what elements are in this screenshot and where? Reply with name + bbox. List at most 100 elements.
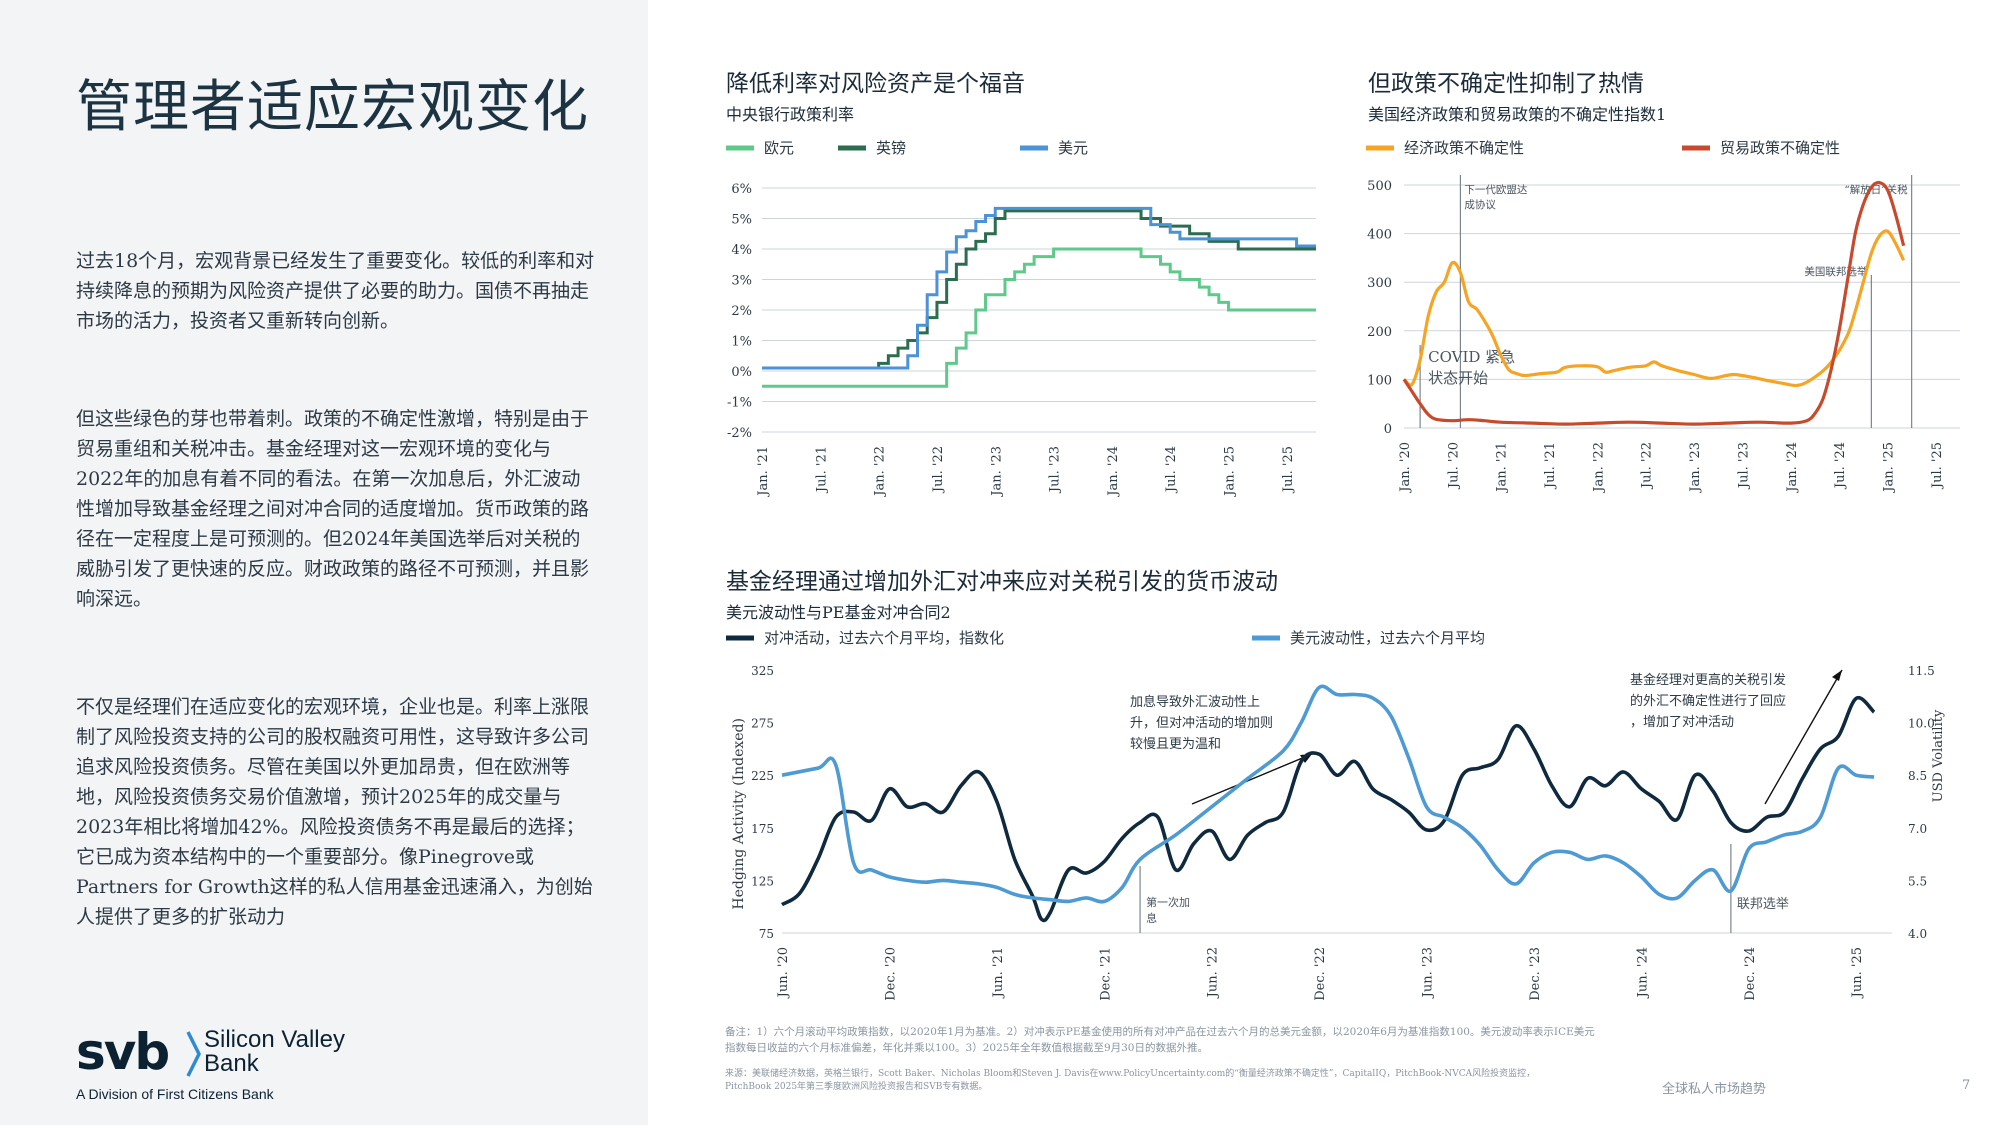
x-tick-7: Jul. '24 xyxy=(1164,446,1179,494)
annotation-text-1b: 的外汇不确定性进行了回应 xyxy=(1630,693,1786,709)
x-tick-10: Jan. '25 xyxy=(1881,442,1896,494)
chart2-uncertainty: 经济政策不确定性 贸易政策不确定性 500 400 300 200 100 0 Jan. '20… xyxy=(1366,139,1960,494)
y-tick-5: 0 xyxy=(1384,422,1392,437)
annotation-text-0a: 加息导致外汇波动性上 xyxy=(1130,694,1260,710)
legend-label-2: 美元 xyxy=(1058,139,1088,157)
series-line-0 xyxy=(781,696,1876,923)
logo-name-line2: Bank xyxy=(204,1050,259,1077)
x-tick-6: Jun. '23 xyxy=(1421,947,1436,999)
y-right-label: USD Volatility xyxy=(1931,709,1946,802)
x-tick-3: Jul. '22 xyxy=(931,446,946,494)
footnote-notes: 备注：1）六个月滚动平均政策指数，以2020年1月为基准。2）对冲表示PE基金使… xyxy=(725,1026,1595,1054)
annotation-text-1a: 基金经理对更高的关税引发 xyxy=(1630,672,1786,688)
x-tick-1: Dec. '20 xyxy=(883,947,898,1001)
page-title: 管理者适应宏观变化 xyxy=(76,75,589,140)
legend-label-0: 经济政策不确定性 xyxy=(1404,139,1524,157)
chart1-subtitle: 中央银行政策利率 xyxy=(726,105,855,124)
paragraph-2: 但这些绿色的芽也带着刺。政策的不确定性激增，特别是由于贸易重组和关税冲击。基金经… xyxy=(76,408,590,610)
left-panel xyxy=(0,0,648,1125)
chart1-title: 降低利率对风险资产是个福音 xyxy=(726,71,1025,97)
footnote-sources: 来源：美联储经济数据，英格兰银行，Scott Baker、Nicholas Bl… xyxy=(725,1069,1536,1092)
y-tick-1: 400 xyxy=(1367,228,1392,243)
y-left-tick-3: 175 xyxy=(751,822,774,836)
x-tick-0: Jun. '20 xyxy=(776,947,791,999)
y-tick-2: 4% xyxy=(731,243,752,258)
annotation-text-1: “解放日”关税 xyxy=(1844,183,1908,196)
legend-label-0: 欧元 xyxy=(764,139,794,157)
x-tick-1: Jul. '20 xyxy=(1446,442,1461,490)
annotation-text-0b: 升，但对冲活动的增加则 xyxy=(1130,715,1273,731)
legend-label-1: 贸易政策不确定性 xyxy=(1720,139,1840,157)
y-left-tick-5: 75 xyxy=(759,927,774,941)
logo-mark: svb xyxy=(76,1023,170,1081)
y-tick-6: 0% xyxy=(731,365,752,380)
legend-label-1: 英镑 xyxy=(876,139,906,157)
legend-label-1: 美元波动性，过去六个月平均 xyxy=(1290,629,1485,647)
x-tick-0: Jan. '20 xyxy=(1398,442,1413,494)
chart2-subtitle: 美国经济政策和贸易政策的不确定性指数1 xyxy=(1368,105,1667,124)
page-number: 7 xyxy=(1962,1078,1971,1093)
annotation-text-2a: 第一次加 xyxy=(1146,895,1190,909)
chart3-subtitle: 美元波动性与PE基金对冲合同2 xyxy=(726,603,951,622)
x-tick-2: Jan. '22 xyxy=(873,446,888,498)
y-left-tick-1: 275 xyxy=(751,717,774,731)
annotation-text-2b: 息 xyxy=(1146,911,1157,925)
x-tick-9: Jul. '25 xyxy=(1281,446,1296,494)
y-tick-1: 5% xyxy=(731,213,752,228)
chart1-policy-rates: 欧元 英镑 美元 6% 5% 4% 3% 2% 1% 0% -1% -2% Jan. '21 Jul. '… xyxy=(726,139,1316,498)
x-tick-10: Jun. '25 xyxy=(1850,947,1865,999)
x-tick-4: Jan. '23 xyxy=(989,446,1004,498)
paragraph-3: 不仅是经理们在适应变化的宏观环境，企业也是。利率上涨限制了风险投资支持的公司的股… xyxy=(76,696,593,928)
x-tick-3: Jul. '21 xyxy=(1543,442,1558,490)
y-right-tick-1: 10.0 xyxy=(1908,717,1935,731)
annotation-arrowhead-1 xyxy=(1832,670,1842,681)
logo-name-line1: Silicon Valley xyxy=(204,1026,345,1053)
series-line-1 xyxy=(1402,180,1906,426)
y-tick-4: 100 xyxy=(1367,373,1392,388)
x-tick-5: Jul. '22 xyxy=(1640,442,1655,490)
y-tick-0: 6% xyxy=(731,182,752,197)
y-right-tick-0: 11.5 xyxy=(1908,664,1935,678)
y-left-tick-4: 125 xyxy=(751,874,774,888)
y-tick-0: 500 xyxy=(1367,179,1392,194)
y-tick-3: 200 xyxy=(1367,325,1392,340)
chart3-hedging-volatility: 对冲活动，过去六个月平均，指数化 美元波动性，过去六个月平均 325 275 225 17… xyxy=(726,629,1946,1001)
y-tick-7: -1% xyxy=(727,396,752,411)
annotation-text-1c: ，增加了对冲活动 xyxy=(1630,715,1734,730)
series-line-1 xyxy=(762,209,1316,370)
annotation-text-2: 美国联邦选举 xyxy=(1804,265,1867,278)
x-tick-8: Jun. '24 xyxy=(1635,947,1650,999)
annotation-text-3b: 状态开始 xyxy=(1428,369,1488,387)
y-right-tick-4: 5.5 xyxy=(1908,874,1927,888)
y-tick-5: 1% xyxy=(731,335,752,350)
logo-subtitle: A Division of First Citizens Bank xyxy=(76,1086,274,1102)
annotation-text-0a: 下一代欧盟达 xyxy=(1464,184,1527,196)
x-tick-5: Dec. '22 xyxy=(1313,947,1328,1001)
annotation-text-3: 联邦选举 xyxy=(1737,897,1789,912)
y-tick-8: -2% xyxy=(727,426,752,441)
x-tick-1: Jul. '21 xyxy=(814,446,829,494)
x-tick-2: Jun. '21 xyxy=(991,947,1006,999)
y-tick-4: 2% xyxy=(731,304,752,319)
paragraph-1: 过去18个月，宏观背景已经发生了重要变化。较低的利率和对持续降息的预期为风险资产… xyxy=(76,250,595,332)
y-tick-3: 3% xyxy=(731,274,752,289)
series-line-0 xyxy=(1402,229,1906,388)
series-line-2 xyxy=(762,206,1316,370)
annotation-text-3a: COVID 紧急 xyxy=(1428,348,1515,366)
y-left-tick-2: 225 xyxy=(751,769,774,783)
annotation-arrow-0 xyxy=(1191,753,1313,805)
x-tick-0: Jan. '21 xyxy=(756,446,771,498)
annotation-arrow-1 xyxy=(1764,669,1843,805)
series-line-0 xyxy=(762,247,1316,388)
x-tick-2: Jan. '21 xyxy=(1495,442,1510,494)
x-tick-4: Jun. '22 xyxy=(1206,947,1221,999)
series-line-1 xyxy=(781,684,1875,904)
annotation-text-0b: 成协议 xyxy=(1464,198,1496,211)
chart2-title: 但政策不确定性抑制了热情 xyxy=(1368,71,1644,97)
y-tick-2: 300 xyxy=(1367,276,1392,291)
footer-label: 全球私人市场趋势 xyxy=(1662,1082,1767,1097)
x-tick-8: Jan. '24 xyxy=(1785,442,1800,494)
y-right-tick-3: 7.0 xyxy=(1908,822,1927,836)
logo-name: Silicon Valley Bank xyxy=(204,1028,404,1076)
y-right-tick-5: 4.0 xyxy=(1908,927,1927,941)
